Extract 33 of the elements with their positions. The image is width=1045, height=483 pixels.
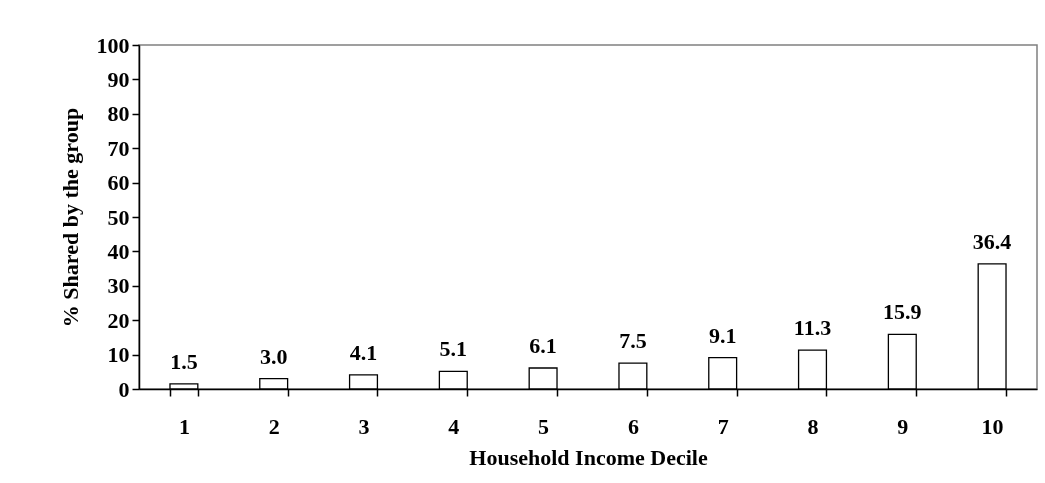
x-tick-label: 5 — [538, 413, 550, 439]
x-tick-label: 9 — [897, 413, 909, 439]
data-label: 4.1 — [349, 339, 378, 365]
data-label: 9.1 — [708, 322, 737, 348]
data-label: 15.9 — [883, 299, 922, 325]
y-tick-label: 100 — [96, 32, 130, 58]
x-axis-title: Household Income Decile — [469, 444, 708, 470]
data-label: 7.5 — [619, 328, 647, 354]
y-axis-title: % Shared by the group — [57, 107, 83, 328]
data-label: 11.3 — [793, 315, 832, 341]
data-label: 3.0 — [259, 343, 288, 369]
y-tick-label: 0 — [118, 376, 130, 402]
x-tick-label: 7 — [717, 413, 729, 439]
y-tick-label: 30 — [107, 273, 130, 299]
y-tick-label: 40 — [107, 238, 130, 264]
x-tick-label: 1 — [178, 413, 190, 439]
x-tick-label: 8 — [807, 413, 819, 439]
y-tick-label: 60 — [107, 170, 130, 196]
x-tick-label: 4 — [448, 413, 460, 439]
y-tick-label: 80 — [107, 101, 130, 127]
data-label: 1.5 — [170, 348, 198, 374]
data-label: 6.1 — [529, 333, 557, 359]
data-label: 36.4 — [972, 228, 1012, 254]
y-tick-label: 70 — [107, 135, 130, 161]
data-label: 5.1 — [439, 336, 468, 362]
x-tick-label: 2 — [268, 413, 280, 439]
x-tick-label: 10 — [981, 413, 1004, 439]
y-tick-label: 20 — [107, 307, 130, 333]
y-tick-label: 10 — [107, 342, 130, 368]
x-tick-label: 3 — [358, 413, 370, 439]
y-tick-label: 90 — [107, 66, 130, 92]
x-tick-label: 6 — [627, 413, 639, 439]
y-tick-label: 50 — [107, 204, 130, 230]
